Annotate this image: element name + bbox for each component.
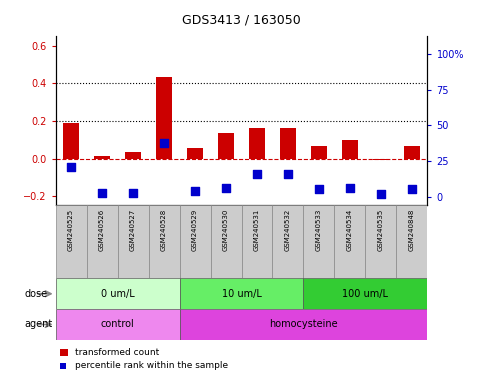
Point <box>315 185 323 192</box>
Bar <box>342 140 358 159</box>
Bar <box>187 148 203 159</box>
Bar <box>180 309 427 340</box>
Point <box>284 171 292 177</box>
Bar <box>404 146 420 159</box>
Point <box>346 185 354 191</box>
Text: GSM240531: GSM240531 <box>254 209 260 252</box>
Text: GSM240533: GSM240533 <box>316 209 322 252</box>
Text: GSM240528: GSM240528 <box>161 209 167 252</box>
Bar <box>63 123 79 159</box>
Bar <box>125 152 141 159</box>
Text: 0 um/L: 0 um/L <box>100 289 134 299</box>
Bar <box>218 133 234 159</box>
Point <box>98 190 106 196</box>
Bar <box>180 205 211 278</box>
Bar <box>117 205 149 278</box>
Point <box>222 185 230 191</box>
Text: control: control <box>100 319 134 329</box>
Text: GSM240526: GSM240526 <box>99 209 105 252</box>
Text: homocysteine: homocysteine <box>269 319 338 329</box>
Bar <box>373 159 389 161</box>
Bar <box>180 278 303 309</box>
Bar <box>94 156 110 159</box>
Bar <box>249 127 265 159</box>
Bar <box>156 77 172 159</box>
Text: GDS3413 / 163050: GDS3413 / 163050 <box>182 13 301 26</box>
Bar <box>303 278 427 309</box>
Bar <box>366 205 397 278</box>
Bar <box>397 205 427 278</box>
Bar <box>56 309 180 340</box>
Bar <box>280 129 296 159</box>
Text: 100 um/L: 100 um/L <box>342 289 388 299</box>
Text: agent: agent <box>24 319 52 329</box>
Bar <box>149 205 180 278</box>
Text: GSM240529: GSM240529 <box>192 209 198 252</box>
Point <box>191 188 199 194</box>
Bar <box>211 205 242 278</box>
Bar <box>334 205 366 278</box>
Text: GSM240527: GSM240527 <box>130 209 136 252</box>
Text: GSM240534: GSM240534 <box>347 209 353 252</box>
Text: transformed count: transformed count <box>75 348 159 357</box>
Point <box>377 191 385 197</box>
Point <box>408 186 416 192</box>
Bar <box>311 146 327 159</box>
Bar <box>272 205 303 278</box>
Bar <box>56 205 86 278</box>
Point <box>160 139 168 146</box>
Text: 10 um/L: 10 um/L <box>222 289 261 299</box>
Text: GSM240530: GSM240530 <box>223 209 229 252</box>
Bar <box>56 278 180 309</box>
Text: percentile rank within the sample: percentile rank within the sample <box>75 361 228 371</box>
Text: GSM240532: GSM240532 <box>285 209 291 252</box>
Point <box>253 170 261 177</box>
Point <box>67 164 75 170</box>
Bar <box>242 205 272 278</box>
Text: GSM240525: GSM240525 <box>68 209 74 251</box>
Text: GSM240848: GSM240848 <box>409 209 415 252</box>
Text: dose: dose <box>24 289 47 299</box>
Point <box>129 190 137 196</box>
Bar <box>303 205 334 278</box>
Text: GSM240535: GSM240535 <box>378 209 384 252</box>
Bar <box>86 205 117 278</box>
